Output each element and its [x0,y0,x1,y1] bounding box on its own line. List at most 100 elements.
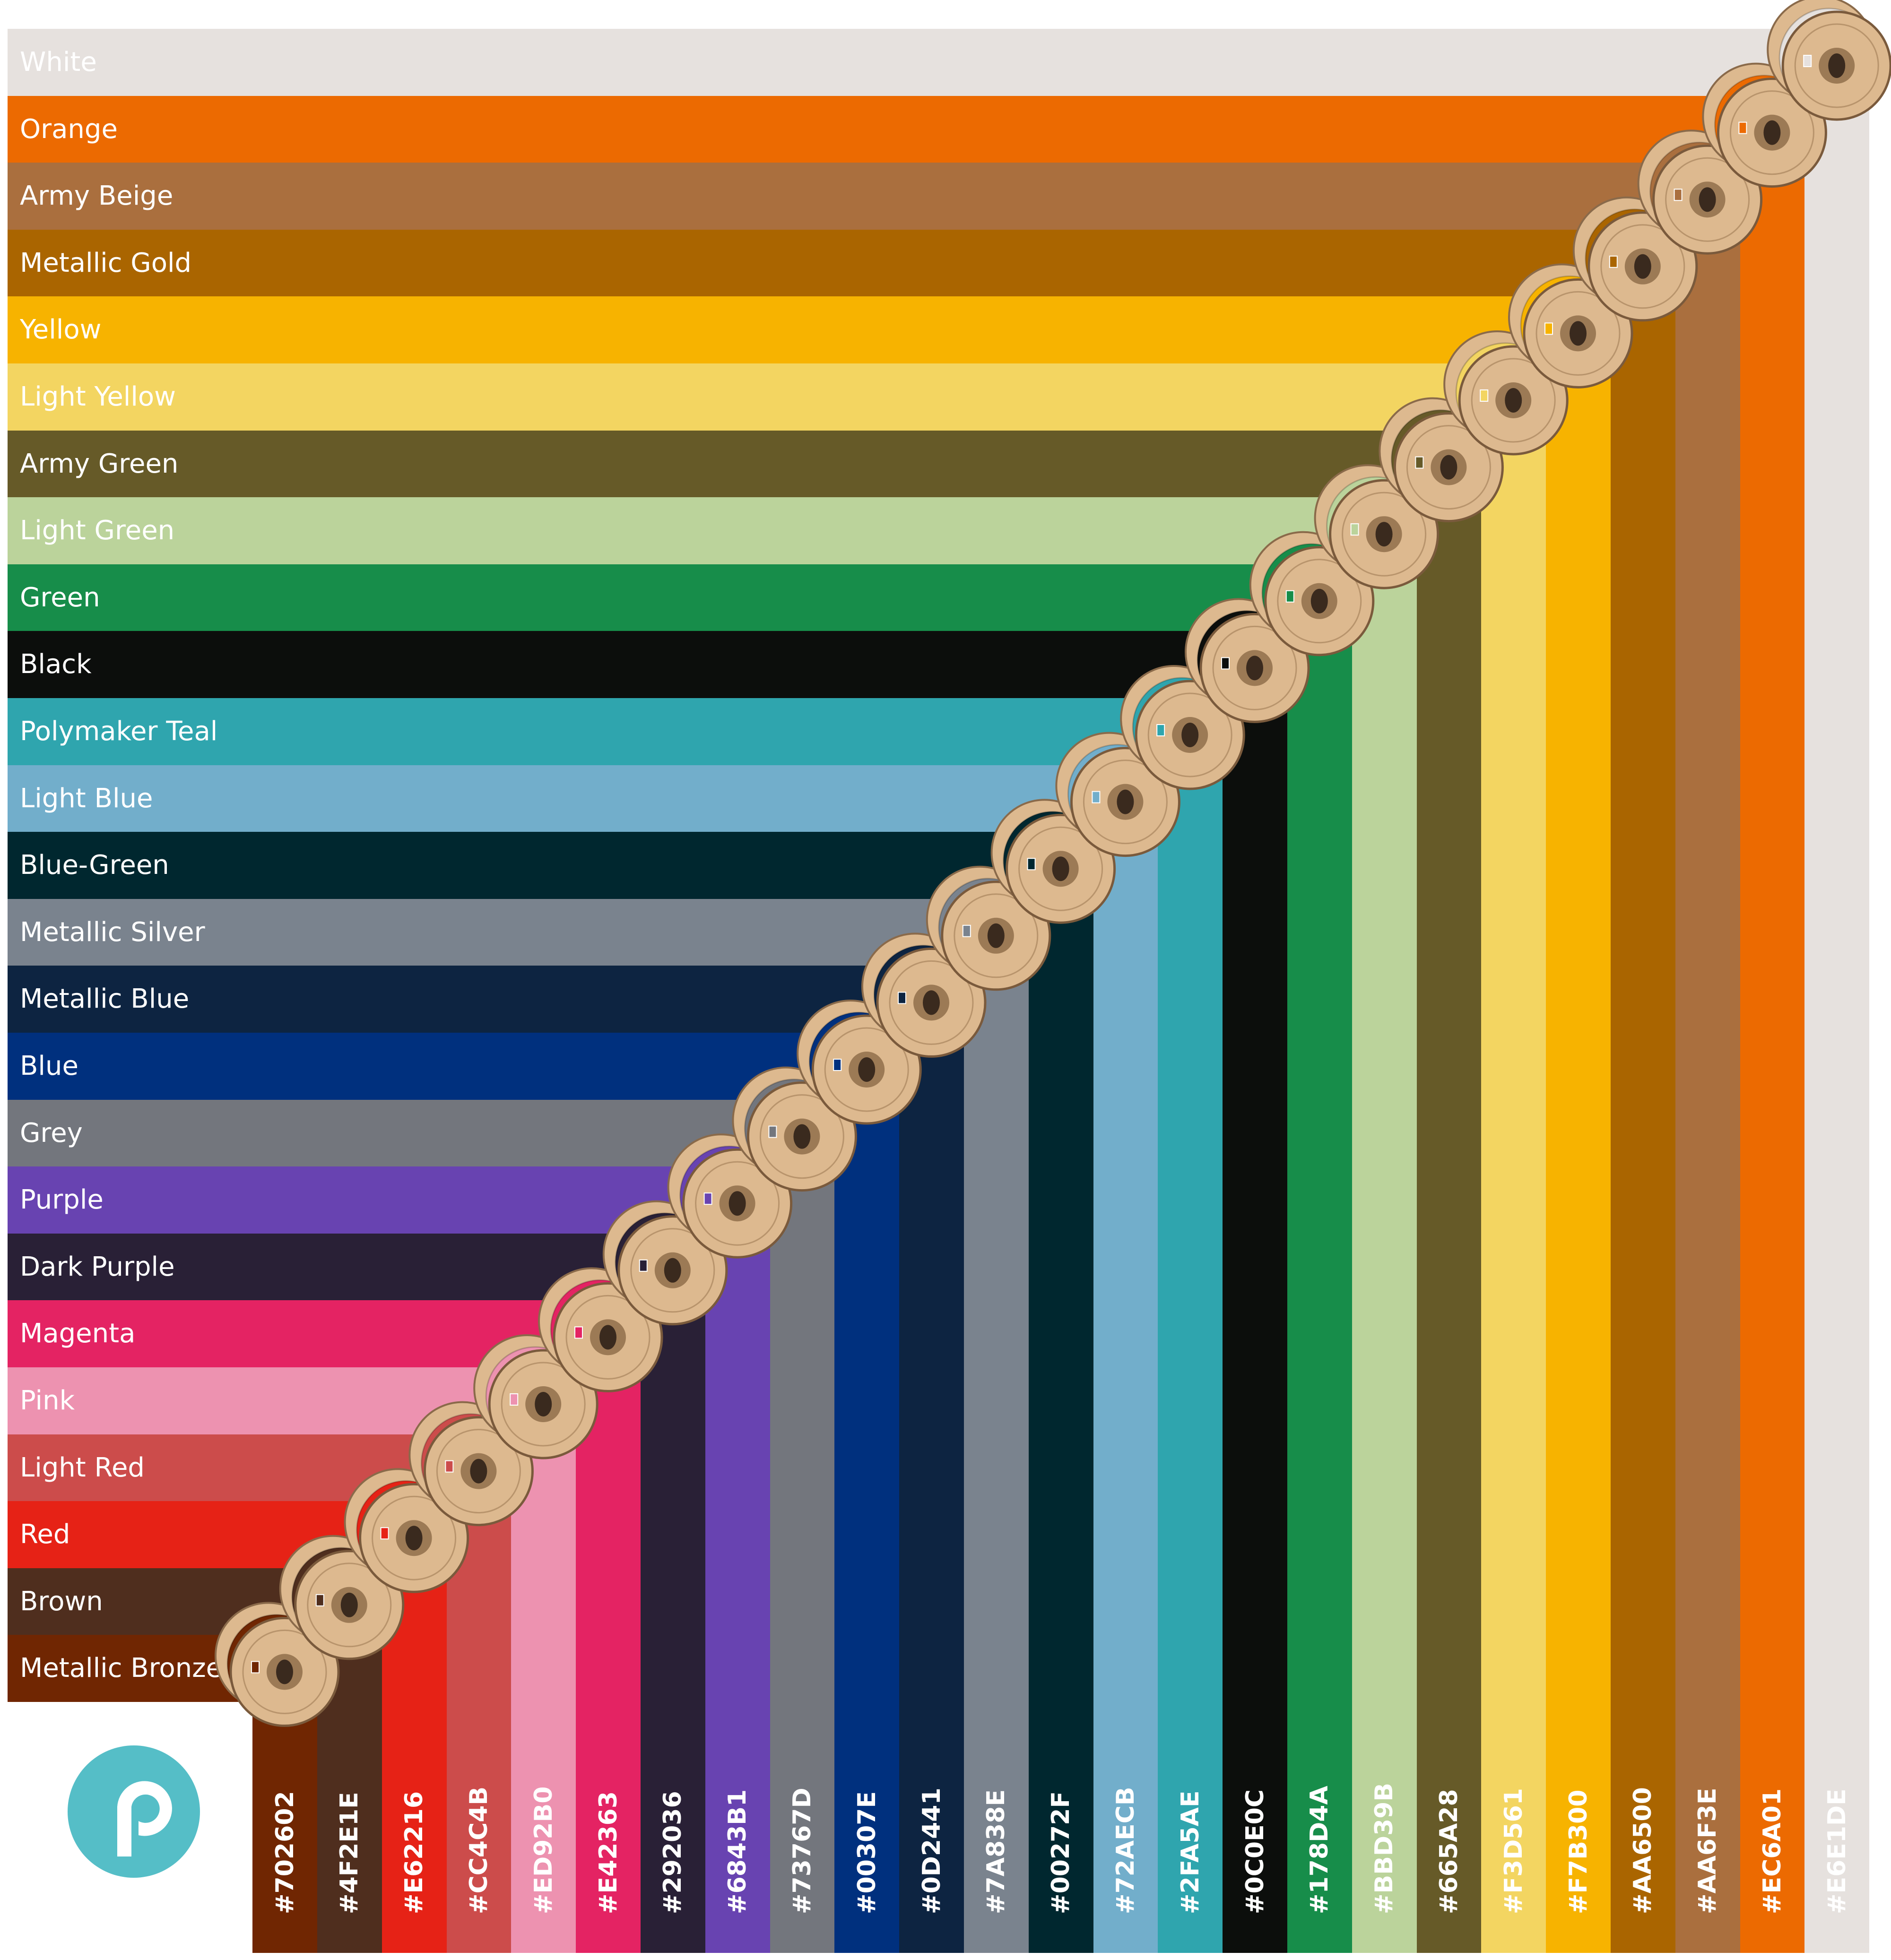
color-name-label: Yellow [20,314,102,345]
color-row: Red [8,1501,447,1569]
hex-code-label: #702602 [270,1791,299,1914]
hex-code-label: #ED92B0 [529,1786,558,1914]
hex-code-label: #73767D [788,1787,816,1914]
hex-code-label: #0D2441 [917,1787,946,1914]
color-column: #665A28 [1416,430,1482,1953]
color-name-label: Polymaker Teal [20,716,218,747]
logo-p-glyph [117,1781,172,1856]
color-row: Light Blue [8,765,1158,832]
color-row: Metallic Gold [8,229,1675,297]
color-name-label: Light Yellow [20,381,176,412]
color-row: Metallic Silver [8,898,1029,966]
logo-circle [68,1745,200,1878]
hex-code-label: #F3D561 [1499,1788,1528,1914]
color-name-label: Green [20,582,100,613]
color-row: Green [8,564,1352,631]
color-column: #0D2441 [899,966,964,1953]
hex-code-label: #F7B300 [1564,1789,1593,1914]
color-name-label: Magenta [20,1318,136,1349]
color-row: Yellow [8,296,1611,364]
color-name-label: Black [20,649,92,680]
color-column: #178D4A [1287,564,1352,1953]
color-name-label: Blue-Green [20,850,169,881]
color-row: Metallic Blue [8,966,964,1033]
color-column: #6843B1 [705,1166,770,1953]
hex-code-label: #72AECB [1111,1787,1140,1914]
color-name-label: Metallic Blue [20,984,190,1015]
color-row: Light Yellow [8,363,1546,431]
color-name-label: Light Blue [20,783,153,814]
color-name-label: Blue [20,1051,78,1081]
color-name-label: Light Red [20,1452,145,1483]
color-column: #F7B300 [1546,296,1611,1953]
hex-code-label: #00272F [1047,1791,1076,1914]
hex-code-label: #665A28 [1434,1789,1463,1914]
color-column: #7A838E [963,898,1029,1953]
hex-code-label: #292036 [659,1791,687,1914]
color-row: Metallic Bronze [8,1635,317,1702]
color-column: #CC4C4B [446,1434,512,1953]
color-row: Army Green [8,430,1482,498]
color-name-label: Brown [20,1586,103,1617]
color-column: #F3D561 [1481,363,1546,1953]
hex-code-label: #6843B1 [723,1789,752,1914]
hex-code-label: #AA6F3E [1693,1787,1722,1914]
color-column: #AA6500 [1610,229,1675,1953]
color-column: #ED92B0 [511,1367,576,1953]
hex-code-label: #CC4C4B [464,1786,493,1914]
color-column: #E42363 [576,1300,641,1953]
hex-code-label: #E62216 [400,1791,429,1914]
color-name-label: Orange [20,113,118,145]
color-column: #00307E [834,1033,900,1953]
color-row: Grey [8,1099,835,1167]
color-name-label: Dark Purple [20,1251,175,1282]
hex-code-label: #EC6A01 [1758,1788,1787,1914]
hex-code-label: #00307E [852,1791,881,1914]
color-row: Light Green [8,497,1417,565]
color-row: Blue [8,1033,899,1100]
color-row: Polymaker Teal [8,698,1223,765]
color-name-label: Red [20,1519,70,1550]
color-column: #72AECB [1093,765,1158,1953]
hex-code-label: #E6E1DE [1822,1788,1851,1914]
color-name-label: Metallic Gold [20,247,192,278]
color-row: Army Beige [8,163,1740,230]
color-row: Magenta [8,1300,641,1368]
color-row: Pink [8,1367,576,1434]
color-column: #00272F [1028,832,1093,1953]
color-row: White [8,29,1869,96]
color-name-label: Purple [20,1184,104,1216]
color-row: Orange [8,95,1805,163]
color-name-label: Pink [20,1385,75,1416]
polymaker-logo [68,1745,200,1878]
hex-code-label: #4F2E1E [335,1792,364,1914]
color-column: #292036 [640,1233,705,1953]
color-column: #73767D [770,1099,835,1953]
color-name-label: Metallic Silver [20,916,205,948]
hex-code-label: #BBD39B [1370,1782,1399,1914]
color-column: #0C0E0C [1223,631,1287,1953]
color-name-label: Light Green [20,515,175,546]
color-column: #EC6A01 [1740,95,1805,1953]
hex-code-label: #2FA5AE [1176,1790,1205,1915]
hex-code-label: #7A838E [982,1789,1011,1914]
color-row: Dark Purple [8,1233,705,1301]
color-row: Brown [8,1568,382,1635]
color-row: Blue-Green [8,832,1093,899]
hex-code-label: #0C0E0C [1240,1789,1269,1914]
color-name-label: Army Beige [20,181,173,212]
color-name-label: White [20,47,97,78]
color-row: Black [8,631,1287,699]
color-name-label: Grey [20,1117,83,1148]
hex-code-label: #E42363 [594,1791,623,1914]
color-name-label: Metallic Bronze [20,1653,223,1684]
color-row: Purple [8,1166,770,1234]
hex-code-label: #AA6500 [1629,1787,1657,1914]
color-name-label: Army Green [20,448,179,479]
color-row: Light Red [8,1434,512,1502]
color-column: #2FA5AE [1158,698,1223,1953]
color-column: #E62216 [382,1501,447,1953]
color-column: #E6E1DE [1804,29,1870,1953]
color-column: #BBD39B [1352,497,1417,1953]
